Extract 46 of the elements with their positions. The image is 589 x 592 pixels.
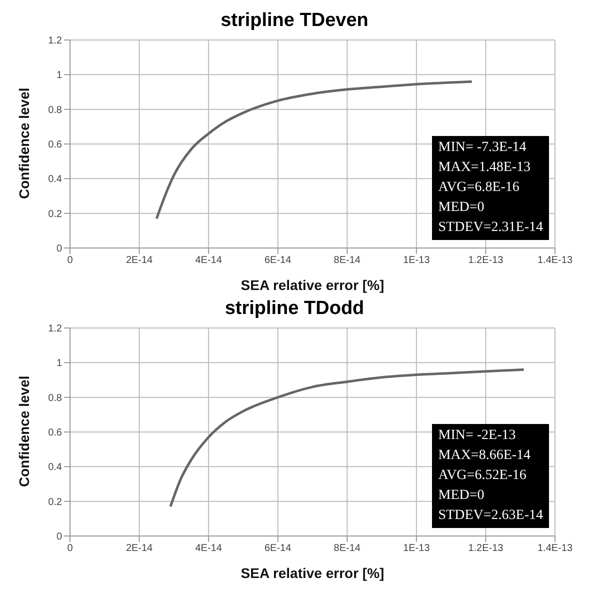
y-tick-label: 1 xyxy=(56,70,62,82)
x-tick-label: 0 xyxy=(67,255,74,266)
y-tick-label: 0.8 xyxy=(48,104,62,116)
y-tick-label: 0.6 xyxy=(48,428,62,439)
annotation: MAX=1.48E-13 xyxy=(438,159,532,177)
y-tick-label: 0.6 xyxy=(48,140,62,151)
chart-title: stripline TDodd xyxy=(224,297,366,321)
y-axis-title: Confidence level xyxy=(16,376,32,487)
y-tick-label: 0.2 xyxy=(48,496,62,508)
x-tick-label: 8E-14 xyxy=(334,543,361,554)
y-tick-label: 0.8 xyxy=(48,392,62,404)
annotation: STDEV=2.63E-14 xyxy=(438,507,543,525)
annotation: STDEV=2.31E-14 xyxy=(438,219,543,237)
x-tick-label: 6E-14 xyxy=(264,255,292,266)
x-tick-label: 0 xyxy=(67,543,74,554)
y-tick-label: 0.4 xyxy=(48,462,62,474)
x-tick-label: 2E-14 xyxy=(126,255,154,266)
annotation: MAX=8.66E-14 xyxy=(438,447,532,465)
x-axis-title: SEA relative error [%] xyxy=(240,565,384,581)
y-tick-label: 0 xyxy=(56,244,62,255)
y-tick-label: 1.2 xyxy=(48,324,62,335)
y-tick-label: 0.4 xyxy=(48,174,62,186)
x-tick-label: 6E-14 xyxy=(264,543,292,554)
x-tick-label: 1E-13 xyxy=(403,543,430,554)
chart-title: stripline TDeven xyxy=(220,9,370,33)
annotation: AVG=6.8E-16 xyxy=(438,179,520,197)
y-tick-label: 0 xyxy=(56,532,62,543)
x-tick-label: 8E-14 xyxy=(334,255,361,266)
x-axis-title: SEA relative error [%] xyxy=(240,277,384,293)
x-tick-label: 1.4E-13 xyxy=(537,543,573,554)
annotation: AVG=6.52E-16 xyxy=(438,467,528,485)
x-tick-label: 1E-13 xyxy=(403,255,430,266)
x-tick-label: 1.2E-13 xyxy=(468,543,504,554)
y-tick-label: 1 xyxy=(56,358,62,370)
annotation: MIN= -7.3E-14 xyxy=(438,139,528,157)
annotation: MED=0 xyxy=(438,487,486,505)
x-tick-label: 1.2E-13 xyxy=(468,255,504,266)
x-tick-label: 1.4E-13 xyxy=(537,255,573,266)
y-axis-title: Confidence level xyxy=(16,88,32,199)
x-tick-label: 2E-14 xyxy=(126,543,154,554)
x-tick-label: 4E-14 xyxy=(195,543,222,554)
annotation: MED=0 xyxy=(438,199,486,217)
x-tick-label: 4E-14 xyxy=(195,255,222,266)
y-tick-label: 0.2 xyxy=(48,208,62,220)
annotation: MIN= -2E-13 xyxy=(438,427,517,445)
y-tick-label: 1.2 xyxy=(48,36,62,47)
